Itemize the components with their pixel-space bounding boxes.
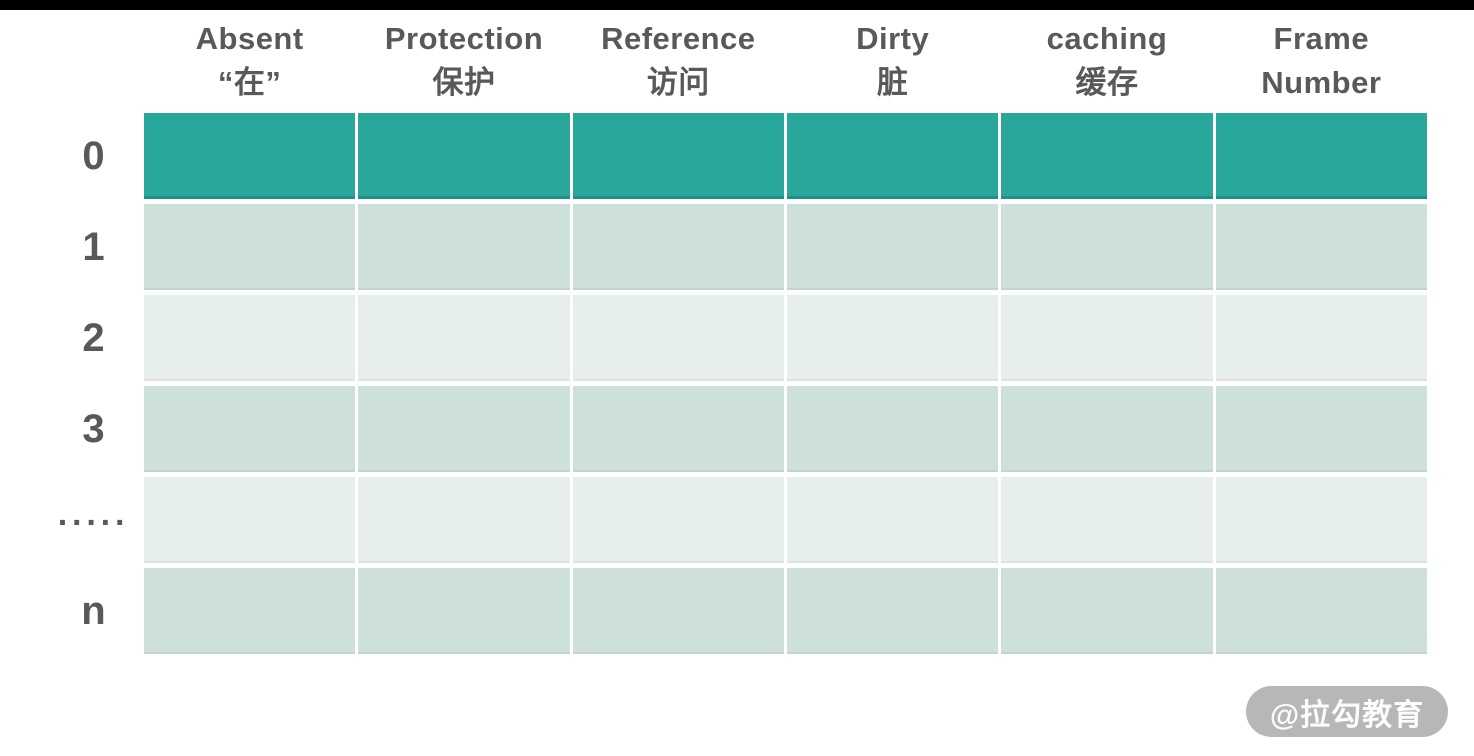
table-cell	[1001, 477, 1213, 563]
column-header-line2: 缓存	[1075, 65, 1139, 100]
table-cell	[572, 113, 784, 199]
column-header-line2: Number	[1261, 65, 1382, 100]
table-cell	[572, 295, 784, 381]
table-cell	[144, 204, 356, 290]
column-header-line1: Protection	[384, 21, 544, 56]
table-cell	[786, 295, 999, 381]
table-cell	[144, 113, 356, 199]
table-cell	[572, 204, 784, 290]
column-header-line1: Reference	[601, 21, 756, 56]
table-cell	[144, 568, 356, 654]
table-cell	[144, 295, 356, 381]
table-corner-spacer	[46, 14, 141, 108]
column-header-line1: Absent	[195, 21, 304, 56]
table-cell	[572, 386, 784, 472]
table-cell	[786, 386, 999, 472]
column-header-line2: 保护	[432, 65, 496, 100]
table-cell	[786, 204, 999, 290]
letterbox-bar-top	[0, 0, 1474, 10]
table-cell	[358, 477, 570, 563]
table-cell	[1215, 386, 1427, 472]
column-header-line1: Frame	[1273, 21, 1370, 56]
table-cell	[144, 386, 356, 472]
page-table-entry-diagram: Absent “在” Protection 保护 Reference 访问 Di…	[46, 14, 1427, 654]
table-cell	[1001, 113, 1213, 199]
column-header-caching: caching 缓存	[1001, 14, 1212, 108]
column-header-line2: 访问	[646, 65, 710, 100]
table-cell	[1001, 295, 1213, 381]
table-cell	[1215, 568, 1427, 654]
watermark-badge: @拉勾教育	[1246, 686, 1448, 737]
table-cell	[1215, 477, 1427, 563]
row-label-3: 3	[82, 406, 105, 451]
table-cell	[572, 477, 784, 563]
column-header-line1: Dirty	[856, 21, 930, 56]
row-label-0: 0	[82, 133, 105, 178]
table-cell	[1001, 204, 1213, 290]
row-label-2: 2	[82, 315, 105, 360]
table-cell	[1215, 204, 1427, 290]
table-cell	[358, 386, 570, 472]
table-cell	[1001, 386, 1213, 472]
table-cell	[572, 568, 784, 654]
column-header-reference: Reference 访问	[573, 14, 784, 108]
row-label-n: n	[81, 588, 106, 633]
table-cell	[358, 204, 570, 290]
table-cell	[358, 295, 570, 381]
table-cell	[1215, 113, 1427, 199]
table-cell	[786, 568, 999, 654]
column-header-dirty: Dirty 脏	[787, 14, 998, 108]
table-cell	[144, 477, 356, 563]
column-header-absent: Absent “在”	[144, 14, 355, 108]
table-cell	[1001, 568, 1213, 654]
table-cell	[358, 568, 570, 654]
row-label-1: 1	[82, 224, 105, 269]
table-cell	[786, 477, 999, 563]
row-label-ellipsis: ·····	[57, 503, 130, 542]
column-header-protection: Protection 保护	[358, 14, 569, 108]
watermark-label: @拉勾教育	[1269, 698, 1425, 732]
table-cell	[1215, 295, 1427, 381]
column-header-frame-number: Frame Number	[1216, 14, 1427, 108]
column-header-line1: caching	[1046, 21, 1168, 56]
column-header-line2: 脏	[876, 65, 909, 100]
table-cell	[358, 113, 570, 199]
table-cell	[786, 113, 999, 199]
column-header-line2: “在”	[217, 65, 282, 100]
